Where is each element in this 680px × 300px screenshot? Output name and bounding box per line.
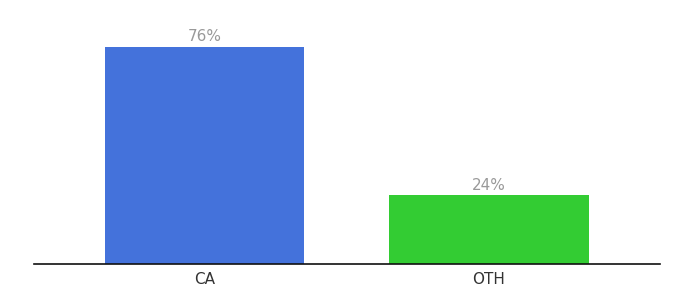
Text: 76%: 76%	[188, 29, 222, 44]
Text: 24%: 24%	[472, 178, 506, 193]
Bar	[390, 195, 588, 264]
Bar	[105, 47, 304, 264]
